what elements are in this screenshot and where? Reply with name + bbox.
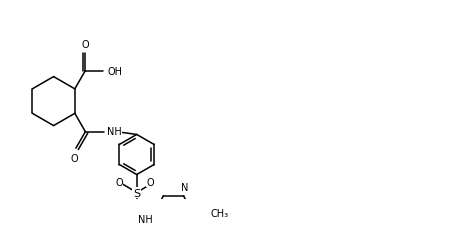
Text: O: O [147,177,154,187]
Text: CH₃: CH₃ [211,208,229,218]
Text: S: S [133,188,140,198]
Text: OH: OH [108,66,123,76]
Text: NH: NH [107,126,122,136]
Text: NH: NH [138,214,153,225]
Text: O: O [82,40,89,49]
Text: O: O [71,153,79,163]
Text: O: O [116,177,123,187]
Text: N: N [181,182,189,192]
